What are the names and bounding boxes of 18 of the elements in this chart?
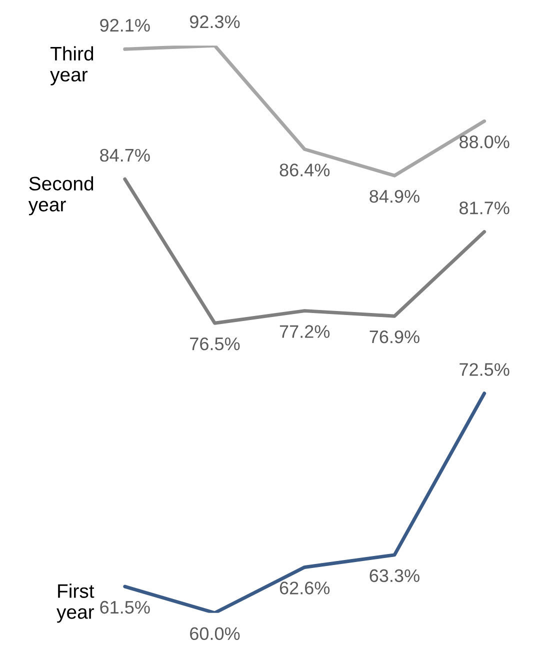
data-label: 88.0% [460, 136, 510, 148]
data-label: 77.2% [280, 325, 330, 338]
data-label: 72.5% [460, 363, 510, 376]
data-label: 61.5% [100, 600, 150, 614]
data-label: 92.3% [190, 15, 240, 28]
series-label: Second year [28, 176, 94, 216]
data-label: 92.1% [100, 18, 150, 32]
data-label: 86.4% [280, 164, 330, 176]
data-label: 84.7% [100, 148, 150, 162]
series-label: First year [56, 584, 94, 623]
data-label: 76.9% [370, 330, 420, 344]
data-label: 81.7% [460, 202, 510, 214]
data-label: 76.5% [190, 337, 240, 350]
data-label: 62.6% [280, 582, 330, 594]
data-label: 63.3% [370, 569, 420, 582]
data-label: 84.9% [370, 190, 420, 203]
data-label: 60.0% [190, 627, 240, 640]
series-label: Third year [50, 46, 94, 86]
